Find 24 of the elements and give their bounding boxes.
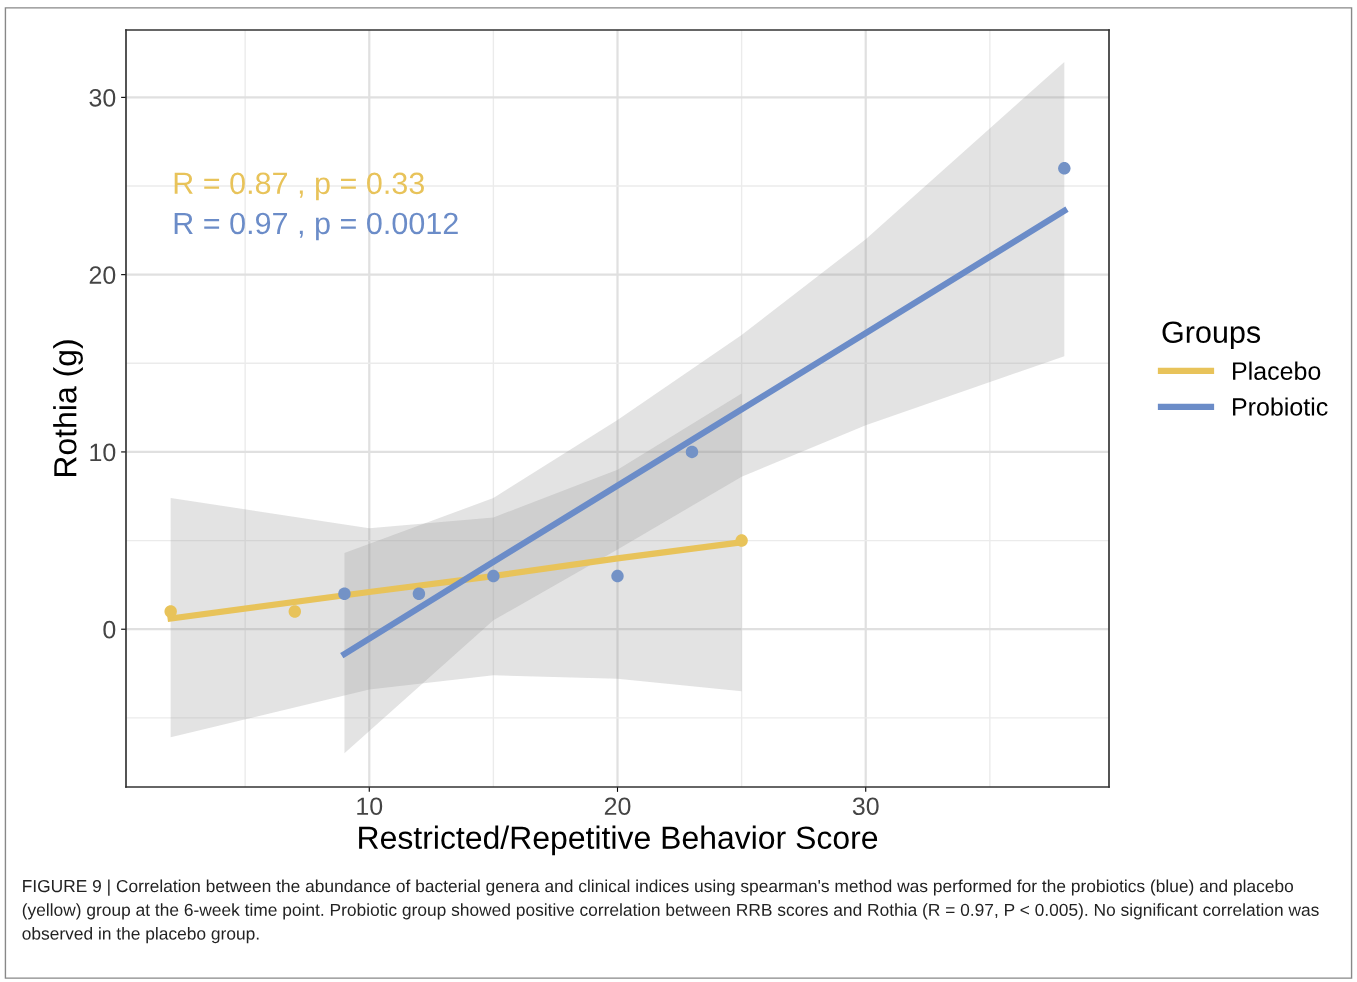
legend-title: Groups: [1162, 321, 1261, 350]
y-tick-label: 10: [90, 443, 116, 462]
y-tick-label: 30: [89, 88, 116, 107]
y-tick-label: 0: [103, 620, 116, 639]
y-axis-title: Rothia (g): [53, 340, 83, 476]
point: [611, 569, 624, 583]
point: [288, 605, 302, 618]
point: [338, 587, 351, 600]
x-tick-label: 20: [604, 797, 631, 816]
point: [1058, 162, 1071, 175]
legend-label: Placebo: [1233, 361, 1321, 380]
x-tick-label: 10: [357, 797, 383, 816]
legend-label: Probiotic: [1233, 397, 1328, 416]
point: [685, 445, 699, 459]
point: [735, 534, 748, 547]
y-tick-label: 20: [89, 266, 116, 284]
point: [164, 605, 177, 618]
x-tick-label: 30: [852, 797, 879, 816]
caption: FIGURE 9 | Correlation between the abundance of bacterial genera and clinical indices using spearman's method was performed for the probiotics (blue) and placebo (yellow) group at the 6-week time point. Probiotic group showed positive correlation between RRB scores and Rothia (R = 0.97, P < 0.005). No significant correlation was observed in the placebo group.: [22, 879, 1319, 944]
annotation: R = 0.87 , p = 0.33: [174, 172, 424, 201]
point: [412, 587, 426, 600]
point: [487, 569, 500, 583]
annotation: R = 0.97 , p = 0.0012: [174, 212, 458, 241]
x-axis-title: Restricted/Repetitive Behavior Score: [359, 825, 878, 856]
